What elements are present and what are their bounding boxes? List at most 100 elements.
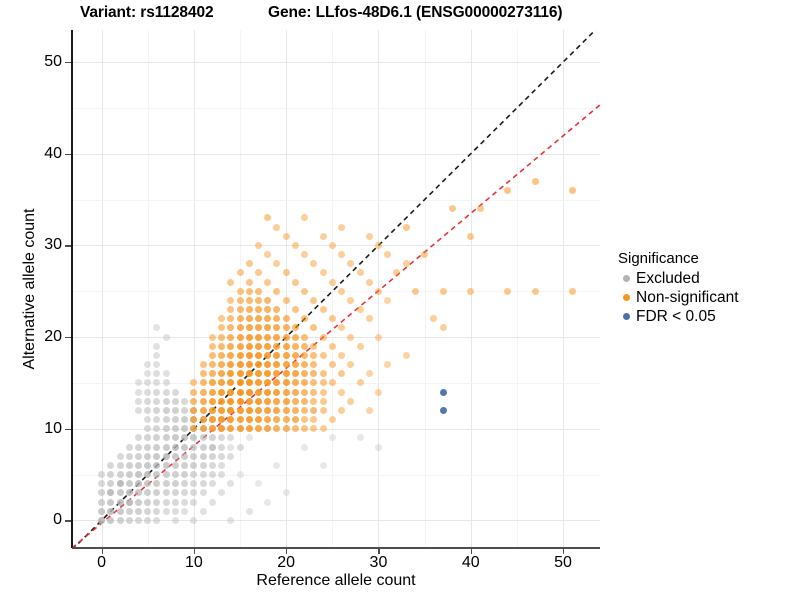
scatter-point (310, 361, 318, 369)
gridline-x-minor (332, 30, 334, 548)
scatter-point (374, 333, 382, 341)
scatter-point (310, 370, 318, 378)
scatter-point (328, 342, 336, 350)
scatter-point (144, 443, 152, 451)
scatter-point (328, 416, 336, 424)
legend-item-non-significant[interactable]: Non-significant (618, 288, 798, 307)
x-tick-label: 0 (97, 554, 106, 571)
scatter-point (208, 461, 216, 469)
scatter-point (439, 287, 447, 295)
scatter-point (125, 498, 133, 506)
scatter-point (301, 443, 309, 451)
scatter-point (273, 351, 281, 359)
scatter-point (208, 397, 216, 405)
scatter-point (162, 480, 170, 488)
scatter-point (153, 480, 161, 488)
gridline-x-major (193, 30, 195, 548)
scatter-point (107, 498, 115, 506)
x-tick-mark (193, 548, 196, 554)
scatter-point (245, 507, 253, 515)
scatter-point (171, 452, 179, 460)
scatter-point (208, 406, 216, 414)
scatter-point (134, 388, 142, 396)
scatter-point (208, 443, 216, 451)
gridline-y-major (72, 62, 600, 64)
scatter-point (171, 416, 179, 424)
scatter-point (190, 416, 198, 424)
scatter-point (264, 342, 272, 350)
scatter-point (291, 342, 299, 350)
scatter-point (254, 333, 262, 341)
scatter-point (282, 315, 290, 323)
scatter-point (254, 361, 262, 369)
gridline-x-minor (516, 30, 518, 548)
scatter-point (245, 260, 253, 268)
scatter-point (162, 425, 170, 433)
scatter-point (301, 315, 309, 323)
scatter-point (245, 342, 253, 350)
y-tick-mark (65, 153, 71, 155)
scatter-point (171, 388, 179, 396)
scatter-point (144, 434, 152, 442)
scatter-point (310, 397, 318, 405)
gridline-x-minor (424, 30, 426, 548)
legend-item-excluded[interactable]: Excluded (618, 269, 798, 288)
scatter-point (227, 370, 235, 378)
y-tick-mark (65, 520, 71, 522)
gridline-x-major (563, 30, 565, 548)
legend-dot-icon (622, 313, 630, 320)
scatter-point (218, 443, 226, 451)
scatter-point (245, 416, 253, 424)
scatter-point (208, 342, 216, 350)
scatter-point (218, 416, 226, 424)
scatter-point (365, 232, 373, 240)
scatter-point (181, 397, 189, 405)
scatter-point (291, 333, 299, 341)
scatter-point (264, 370, 272, 378)
scatter-point (218, 434, 226, 442)
scatter-point (190, 480, 198, 488)
x-tick-mark (286, 548, 288, 554)
scatter-point (125, 443, 133, 451)
legend-title: Significance (618, 250, 699, 267)
x-tick-mark (101, 548, 103, 554)
scatter-point (162, 333, 170, 341)
gene-title: Gene: LLfos-48D6.1 (ENSG00000273116) (268, 4, 563, 21)
scatter-point (98, 507, 106, 515)
scatter-point (227, 406, 235, 414)
scatter-point (273, 379, 281, 387)
scatter-point (273, 461, 281, 469)
scatter-point (291, 278, 299, 286)
scatter-point (199, 443, 207, 451)
scatter-point (162, 498, 170, 506)
y-tick-mark (65, 428, 71, 430)
scatter-point (199, 416, 207, 424)
y-tick-mark (65, 337, 71, 339)
scatter-point (254, 425, 262, 433)
y-tick-label: 10 (44, 419, 62, 437)
legend-item-fdr-0-05[interactable]: FDR < 0.05 (618, 307, 798, 326)
scatter-point (181, 498, 189, 506)
scatter-point (144, 416, 152, 424)
scatter-point (393, 269, 401, 277)
scatter-point (291, 370, 299, 378)
scatter-point (273, 287, 281, 295)
scatter-point (301, 251, 309, 259)
scatter-point (227, 333, 235, 341)
scatter-point (153, 379, 161, 387)
gridline-y-major (72, 153, 600, 155)
scatter-point (476, 205, 484, 213)
scatter-point (218, 489, 226, 497)
scatter-point (264, 306, 272, 314)
scatter-point (245, 306, 253, 314)
scatter-point (190, 498, 198, 506)
scatter-point (218, 406, 226, 414)
scatter-point (181, 471, 189, 479)
scatter-point (254, 296, 262, 304)
scatter-point (199, 434, 207, 442)
scatter-point (98, 480, 106, 488)
scatter-point (171, 471, 179, 479)
y-tick-mark (65, 62, 71, 64)
scatter-point (218, 361, 226, 369)
variant-title: Variant: rs1128402 (80, 4, 214, 21)
